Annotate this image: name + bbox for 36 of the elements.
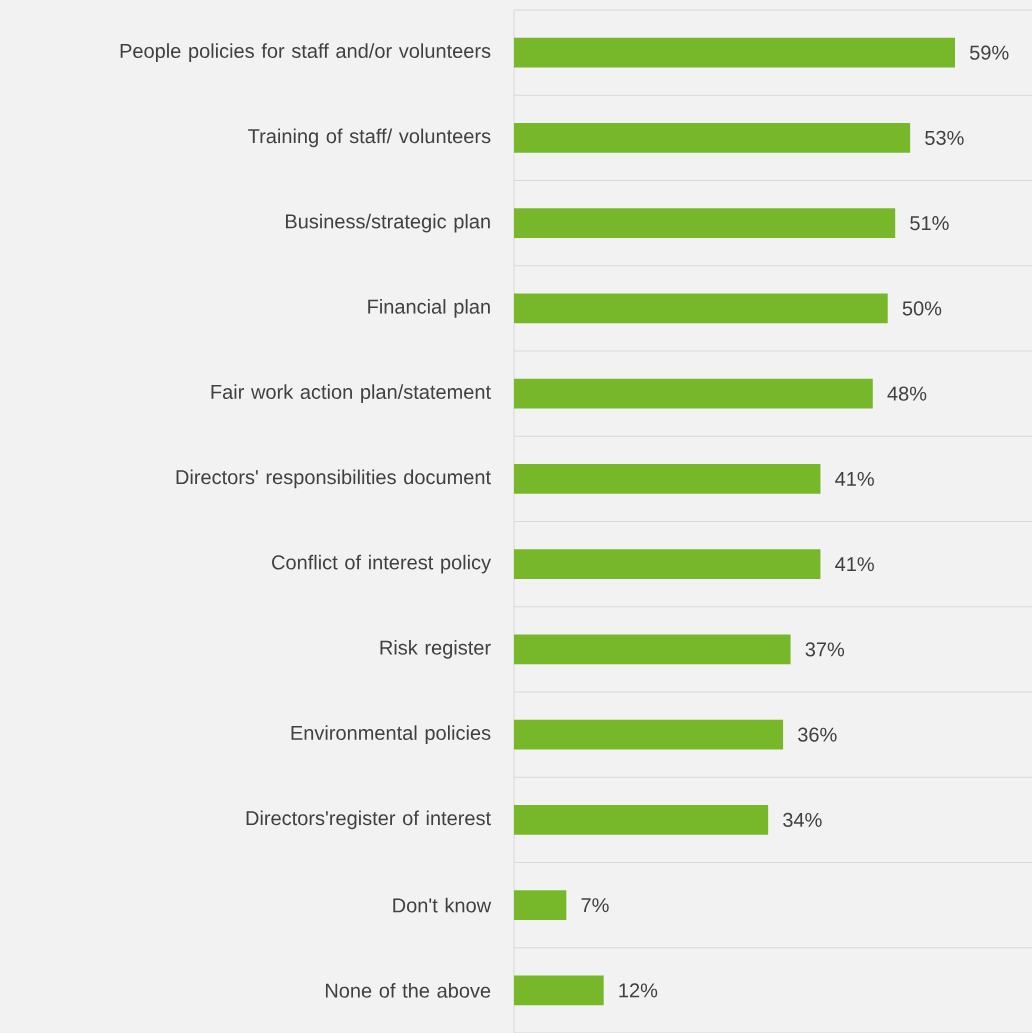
y-tick-label: Business/strategic plan xyxy=(285,213,490,233)
bar xyxy=(513,378,873,409)
bar xyxy=(513,293,888,324)
y-tick-label: Training of staff/ volunteers xyxy=(248,128,491,148)
y-tick-label: Fair work action plan/statement xyxy=(211,384,491,403)
bar xyxy=(513,634,791,665)
data-label: 53% xyxy=(925,130,964,145)
y-tick-label: Don't know xyxy=(393,897,492,913)
data-label: 36% xyxy=(798,727,837,742)
data-label: 51% xyxy=(910,216,949,231)
bar xyxy=(513,549,821,580)
bar xyxy=(513,890,567,921)
bar xyxy=(513,122,911,153)
data-label: 7% xyxy=(581,898,609,913)
bar xyxy=(513,804,769,835)
y-tick-label: Directors' responsibilities document xyxy=(176,469,491,489)
bar xyxy=(513,463,821,494)
data-label: 41% xyxy=(835,557,874,572)
bar xyxy=(513,975,604,1006)
y-tick-label: Conflict of interest policy xyxy=(272,554,492,574)
y-tick-label: Environmental policies xyxy=(291,725,491,744)
data-label: 34% xyxy=(783,812,822,827)
bar xyxy=(513,719,784,750)
data-label: 37% xyxy=(805,642,845,657)
data-label: 59% xyxy=(969,45,1009,60)
y-tick-label: People policies for staff and/or volunteers xyxy=(120,43,491,62)
data-label: 41% xyxy=(835,471,874,486)
bar xyxy=(513,37,955,68)
data-label: 50% xyxy=(902,301,942,316)
y-tick-label: Risk register xyxy=(380,640,491,659)
data-label: 48% xyxy=(887,386,927,401)
y-tick-label: None of the above xyxy=(325,983,491,998)
y-tick-label: Financial plan xyxy=(368,299,490,318)
bar xyxy=(513,208,896,239)
y-tick-label: Directors'register of interest xyxy=(246,810,491,830)
data-label: 12% xyxy=(619,983,658,998)
